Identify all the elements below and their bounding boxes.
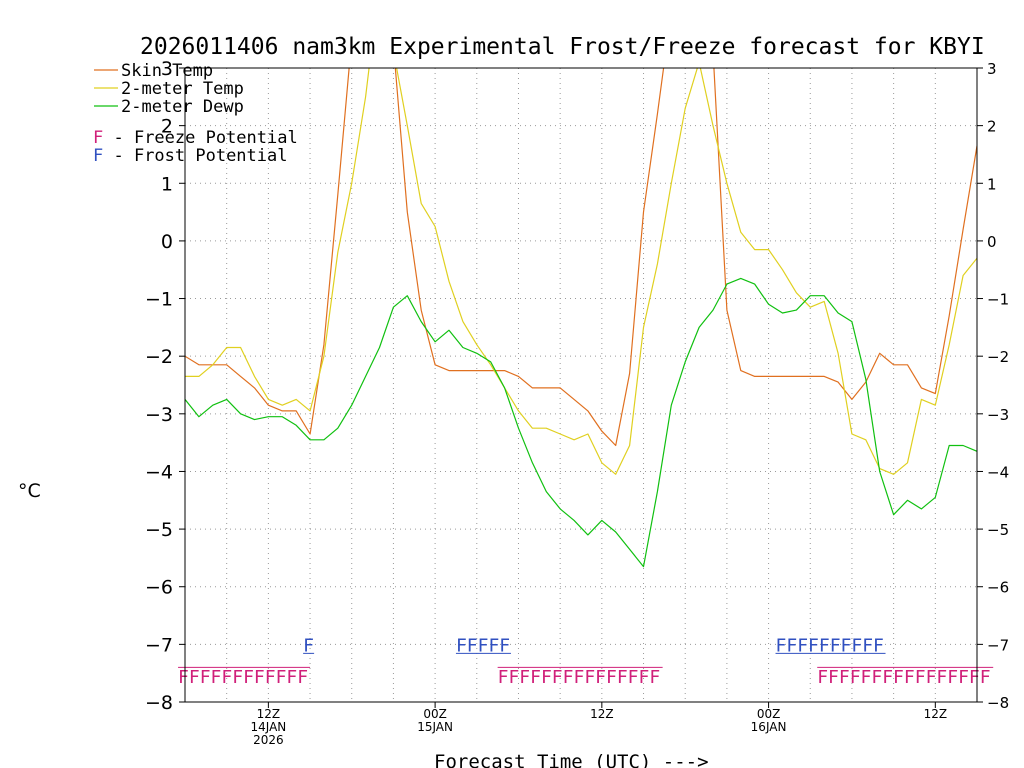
chart-title: 2026011406 nam3km Experimental Frost/Fre… [140,34,985,60]
x-tick-label: 00Z [423,707,447,721]
frost-potential-marks: F [303,635,314,656]
y-tick-label: −2 [145,346,173,368]
y-tick-label: −8 [987,694,1009,712]
y-tick-label: 3 [987,60,997,78]
y-tick-label: −6 [987,579,1009,597]
legend-label: 2-meter Dewp [121,97,244,117]
potential-legend-label: - Freeze Potential [103,128,297,148]
x-tick-year-label: 2026 [253,733,284,747]
y-tick-label: −7 [987,636,1009,654]
legend-label: 2-meter Temp [121,79,244,99]
freeze-potential-marks: FFFFFFFFFFFF [178,667,308,688]
potential-legend-entry: F - Frost Potential [93,146,287,166]
y-axis-left-labels: −8 −7 −6 −5 −4 −3 −2 −1 0 1 2 3 [145,58,185,714]
series-line-2-meter-temp [185,68,977,475]
plot-frame [184,67,978,703]
y-tick-label: 0 [987,233,997,251]
y-tick-label: 1 [161,173,173,195]
x-tick-label: 12Z [590,707,614,721]
y-tick-label: 0 [161,231,173,253]
y-tick-label: −4 [145,461,173,483]
potential-legend-entry: F - Freeze Potential [93,128,298,148]
y-tick-label: 3 [161,58,173,80]
y-tick-label: −6 [145,577,173,599]
y-axis-label: °C [18,480,41,502]
freeze-potential-row: FFFFFFFFFFFF FFFFFFFFFFFFFFF FFFFFFFFFFFFF… [178,666,994,688]
frost-potential-row: F FFFFF FFFFFFFFFF [303,635,886,656]
freeze-potential-marks: FFFFFFFFFFFFFFFF [817,667,990,688]
legend-label: Skin Temp [121,61,213,81]
series-lines [185,68,977,568]
y-axis-right-labels: −8 −7 −6 −5 −4 −3 −2 −1 0 1 2 3 [977,60,1009,712]
y-tick-label: 1 [987,175,997,193]
y-tick-label: −3 [987,406,1009,424]
x-tick-label: 12Z [257,707,281,721]
y-tick-label: −1 [987,291,1009,309]
y-tick-label: −7 [145,634,173,656]
x-tick-label: 12Z [924,707,948,721]
y-tick-label: −8 [145,692,173,714]
potential-legend-mark: F [93,128,103,148]
series-line-skin-temp [185,68,977,447]
freeze-potential-marks: FFFFFFFFFFFFFFF [498,667,661,688]
y-tick-label: −5 [145,519,173,541]
y-tick-label: −3 [145,404,173,426]
potential-legend-label: - Frost Potential [103,146,287,166]
y-tick-label: −5 [987,521,1009,539]
x-tick-date-label: 16JAN [751,720,787,734]
y-tick-label: 2 [987,118,997,136]
y-tick-label: −1 [145,289,173,311]
grid-lines [185,68,977,702]
x-axis-label: Forecast Time (UTC) ---> [434,751,709,768]
y-tick-label: −2 [987,348,1009,366]
x-tick-date-label: 14JAN [250,720,286,734]
x-tick-date-label: 15JAN [417,720,453,734]
y-tick-label: 2 [161,116,173,138]
y-tick-label: −4 [987,463,1009,481]
x-tick-label: 00Z [757,707,781,721]
frost-potential-marks: FFFFF [456,635,510,656]
potential-legend-mark: F [93,146,103,166]
frost-potential-marks: FFFFFFFFFF [776,635,884,656]
series-line-2-meter-dewp [185,277,977,568]
